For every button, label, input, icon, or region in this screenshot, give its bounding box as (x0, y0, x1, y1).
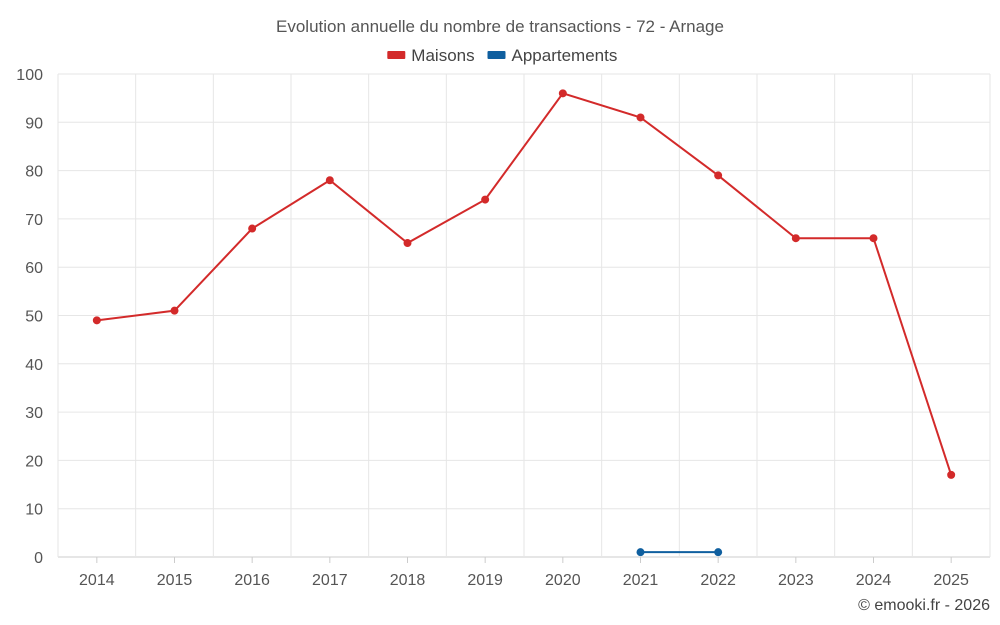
data-point[interactable] (636, 113, 645, 122)
x-tick-label: 2014 (79, 572, 115, 589)
x-tick-label: 2019 (467, 572, 503, 589)
data-point[interactable] (714, 548, 723, 557)
data-point[interactable] (558, 89, 567, 98)
data-point[interactable] (481, 195, 490, 204)
x-tick-label: 2022 (700, 572, 736, 589)
series (92, 89, 956, 557)
x-tick-label: 2017 (312, 572, 348, 589)
y-tick-label: 100 (16, 67, 43, 84)
x-tick-label: 2023 (778, 572, 814, 589)
y-tick-label: 50 (25, 309, 43, 326)
y-tick-label: 10 (25, 502, 43, 519)
y-tick-label: 30 (25, 405, 43, 422)
x-tick-label: 2018 (390, 572, 426, 589)
y-tick-label: 60 (25, 260, 43, 277)
y-tick-label: 0 (34, 550, 43, 567)
data-point[interactable] (869, 234, 878, 243)
x-tick-label: 2025 (933, 572, 969, 589)
series-line (96, 92, 953, 476)
axes: 0 10 20 30 40 50 60 70 80 90 100 2014 2015 2016 2017 20… (16, 67, 969, 589)
x-tick-label: 2015 (157, 572, 193, 589)
y-tick-label: 20 (25, 453, 43, 470)
series-appartements (636, 548, 723, 557)
data-point[interactable] (248, 224, 257, 233)
data-point[interactable] (325, 176, 334, 185)
data-point[interactable] (92, 316, 101, 325)
legend-item-appartements[interactable]: Appartements (487, 46, 618, 65)
legend-swatch (387, 51, 406, 59)
x-tick-label: 2020 (545, 572, 581, 589)
x-tick-label: 2021 (623, 572, 659, 589)
legend-item-maisons[interactable]: Maisons (387, 46, 475, 65)
chart-title: Evolution annuelle du nombre de transact… (276, 17, 724, 36)
data-point[interactable] (791, 234, 800, 243)
legend-label: Appartements (512, 46, 618, 65)
x-tick-label: 2016 (234, 572, 270, 589)
x-tick-label: 2024 (856, 572, 892, 589)
data-point[interactable] (636, 548, 645, 557)
y-tick-label: 40 (25, 357, 43, 374)
legend-swatch (487, 51, 506, 59)
series-maisons (92, 89, 956, 479)
legend: Maisons Appartements (387, 46, 617, 65)
data-point[interactable] (403, 239, 412, 248)
credit-text: © emooki.fr - 2026 (858, 597, 990, 614)
data-point[interactable] (170, 306, 179, 315)
y-tick-label: 70 (25, 212, 43, 229)
legend-label: Maisons (411, 46, 474, 65)
data-point[interactable] (714, 171, 723, 180)
data-point[interactable] (947, 470, 956, 479)
y-tick-label: 90 (25, 115, 43, 132)
y-tick-label: 80 (25, 164, 43, 181)
